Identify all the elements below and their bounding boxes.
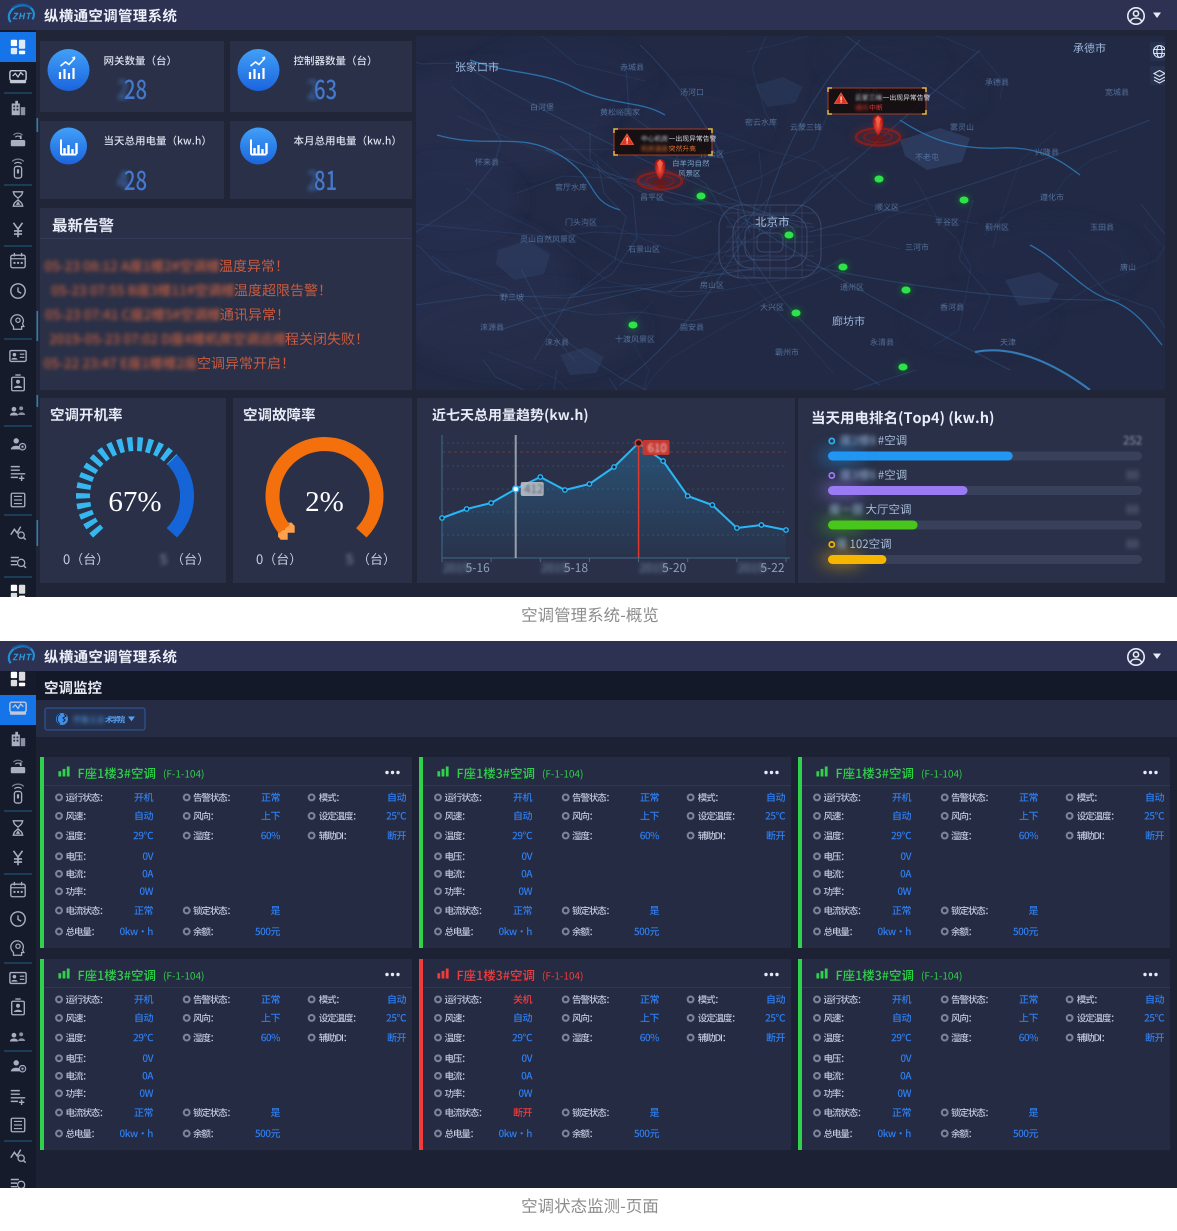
svg-text:2%: 2% bbox=[305, 486, 344, 518]
svg-text:67%: 67% bbox=[108, 486, 161, 518]
